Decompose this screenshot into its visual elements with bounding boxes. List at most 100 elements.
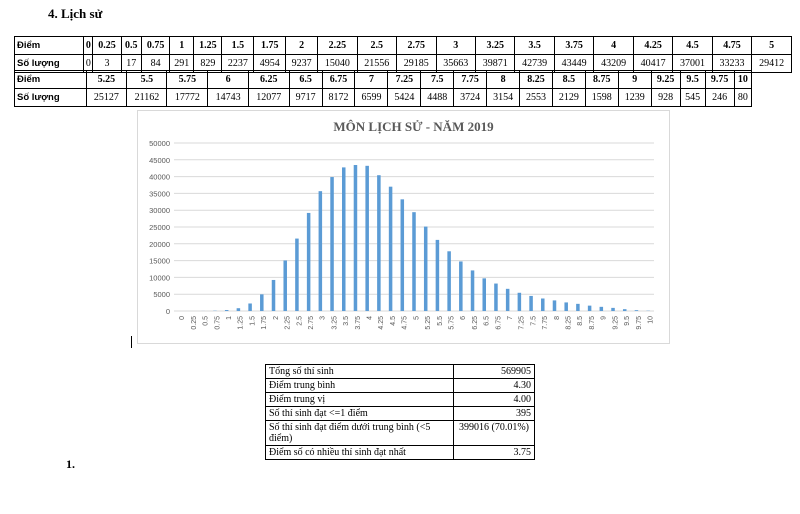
count-cell: 25127 [85, 88, 128, 107]
x-tick-label: 2.5 [296, 316, 303, 326]
score-cell: 4.75 [711, 36, 753, 55]
summary-label: Số thí sinh đạt <=1 điểm [265, 406, 454, 421]
bar [388, 186, 393, 311]
x-tick-label: 4.25 [378, 316, 385, 330]
score-cell: 3.75 [553, 36, 595, 55]
score-cell: 5 [751, 36, 792, 55]
bar [248, 303, 252, 311]
x-tick-label: 0.5 [203, 316, 210, 326]
score-cell: 7 [354, 70, 389, 89]
score-cell: 9.75 [704, 70, 735, 89]
score-cell: 4 [593, 36, 634, 55]
y-tick-label: 50000 [149, 139, 170, 148]
score-table-row2: Điểm 5.25 5.5 5.75 6 6.25 6.5 6.75 7 7.25 7.5 7.75… [14, 70, 753, 107]
x-tick-label: 4 [367, 316, 374, 320]
count-cell: 3154 [486, 88, 521, 107]
y-tick-label: 45000 [149, 156, 170, 165]
x-tick-label: 1.75 [261, 316, 268, 330]
count-cell: 12077 [247, 88, 290, 107]
count-cell: 14743 [207, 88, 249, 107]
count-cell: 2129 [551, 88, 586, 107]
x-tick-label: 3.25 [331, 316, 338, 330]
bar [400, 199, 405, 311]
x-tick-label: 5.5 [437, 316, 444, 326]
x-tick-label: 1.5 [249, 316, 256, 326]
bar [283, 260, 287, 311]
score-cell: 4.5 [672, 36, 713, 55]
count-cell: 9717 [288, 88, 323, 107]
bar [365, 165, 369, 311]
x-tick-label: 6.25 [472, 316, 479, 330]
summary-label: Tổng số thí sinh [265, 364, 454, 379]
count-cell: 246 [704, 88, 735, 107]
summary-label: Số thí sinh đạt điểm dưới trung bình (<5… [265, 420, 454, 446]
x-tick-label: 9.5 [624, 316, 631, 326]
x-tick-label: 3 [320, 316, 327, 320]
y-tick-label: 10000 [149, 273, 170, 282]
score-cell: 7.25 [387, 70, 422, 89]
count-cell: 5424 [387, 88, 422, 107]
score-cell: 2.5 [356, 36, 398, 55]
x-tick-label: 2 [273, 316, 280, 320]
score-cell: 0 [83, 36, 94, 55]
score-cell: 1.5 [221, 36, 255, 55]
x-tick-label: 7.5 [530, 316, 537, 326]
bar [470, 270, 475, 311]
x-tick-label: 7 [507, 316, 514, 320]
bar [306, 212, 311, 311]
y-tick-label: 25000 [149, 223, 170, 232]
count-cell: 29412 [751, 54, 792, 73]
x-tick-label: 9 [601, 316, 608, 320]
score-cell: 8.75 [584, 70, 619, 89]
bar [611, 307, 615, 311]
score-cell: 2 [285, 36, 319, 55]
y-tick-label: 35000 [149, 189, 170, 198]
histogram-chart: MÔN LỊCH SỬ - NĂM 2019 0 5000 10000 15000 200… [137, 110, 670, 344]
score-label: Điểm [14, 70, 87, 89]
x-tick-label: 5.75 [448, 316, 455, 330]
bar [494, 283, 498, 311]
y-tick-label: 20000 [149, 240, 170, 249]
count-cell: 6599 [354, 88, 389, 107]
score-cell: 5.5 [126, 70, 168, 89]
x-tick-label: 10 [647, 316, 654, 324]
bar [318, 191, 323, 311]
summary-row: Số thí sinh đạt <=1 điểm 395 [265, 406, 535, 421]
x-tick-label: 7.75 [542, 316, 549, 330]
count-row: Số lượng 25127 21162 17772 14743 12077 9717 81… [14, 88, 753, 107]
score-cell: 0.5 [120, 36, 143, 55]
summary-label: Điểm số có nhiều thí sinh đạt nhất [265, 445, 454, 460]
x-tick-label: 8.75 [589, 316, 596, 330]
score-cell: 3 [435, 36, 476, 55]
bar [587, 305, 592, 311]
score-header-row: Điểm 5.25 5.5 5.75 6 6.25 6.5 6.75 7 7.25 7.5 7.75… [14, 70, 753, 89]
y-tick-label: 40000 [149, 173, 170, 182]
score-cell: 1 [169, 36, 195, 55]
x-tick-label: 5 [413, 316, 420, 320]
count-cell: 3724 [453, 88, 488, 107]
score-cell: 9.5 [679, 70, 706, 89]
x-tick-label: 4.5 [390, 316, 397, 326]
bar [541, 298, 545, 311]
score-table-row1: Điểm 0 0.25 0.5 0.75 1 1.25 1.5 1.75 2 2.25 2.5 2.7… [13, 36, 792, 73]
bar [529, 295, 533, 311]
score-cell: 4.25 [632, 36, 674, 55]
bar [353, 165, 358, 311]
score-cell: 3.25 [474, 36, 516, 55]
bar [459, 261, 463, 311]
score-cell: 8 [486, 70, 521, 89]
y-tick-label: 5000 [153, 290, 170, 299]
summary-value: 569905 [453, 364, 535, 379]
score-label: Điểm [13, 36, 85, 55]
bar [330, 177, 334, 311]
y-tick-label: 0 [166, 307, 170, 316]
bar [552, 300, 557, 311]
count-cell: 4488 [420, 88, 455, 107]
bar [295, 238, 299, 311]
bar [435, 239, 440, 311]
bar [342, 167, 346, 311]
score-cell: 6 [207, 70, 249, 89]
bar [412, 212, 416, 311]
count-label: Số lượng [14, 88, 87, 107]
x-tick-label: 0.25 [191, 316, 198, 330]
